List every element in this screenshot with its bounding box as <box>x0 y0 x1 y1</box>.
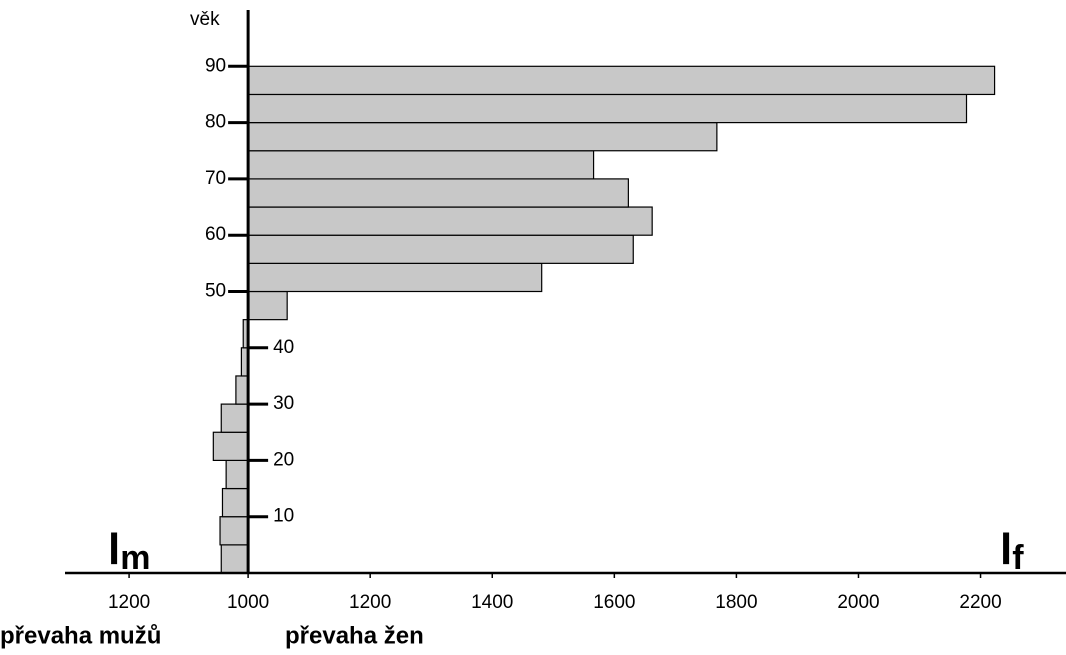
y-tick-label: 30 <box>273 393 294 414</box>
left-caption: převaha mužů <box>0 622 161 649</box>
x-tick-label: 1200 <box>108 592 150 613</box>
bar <box>247 93 968 124</box>
left-symbol: lm <box>108 525 150 577</box>
bar <box>225 459 249 490</box>
y-axis-label: věk <box>190 9 220 30</box>
y-tick-label: 80 <box>205 112 226 133</box>
left-symbol-sub: m <box>120 539 150 577</box>
y-tick-label: 60 <box>205 224 226 245</box>
bar <box>247 150 595 180</box>
x-tick-label: 1400 <box>471 592 513 613</box>
bar <box>247 290 288 321</box>
y-tick-label: 50 <box>205 281 226 302</box>
bar <box>247 65 996 96</box>
y-tick-label: 70 <box>205 168 226 189</box>
x-tick-label: 1000 <box>227 592 269 613</box>
bar <box>220 544 249 574</box>
x-tick-label: 1800 <box>715 592 757 613</box>
right-symbol-sub: f <box>1012 539 1024 577</box>
bar <box>247 178 629 208</box>
bar <box>247 262 543 293</box>
y-tick-label: 20 <box>273 449 294 470</box>
x-tick-label: 1200 <box>349 592 391 613</box>
bar <box>221 487 249 518</box>
y-tick-label: 10 <box>273 506 294 527</box>
right-symbol-main: l <box>1000 525 1012 574</box>
right-symbol: lf <box>1000 525 1024 577</box>
x-tick-label: 2000 <box>837 592 879 613</box>
bar <box>220 403 249 433</box>
x-tick-label: 1600 <box>593 592 635 613</box>
bar <box>247 234 634 264</box>
right-caption: převaha žen <box>285 622 424 649</box>
bar <box>247 121 718 152</box>
left-symbol-main: l <box>108 525 120 574</box>
y-tick-label: 40 <box>273 337 294 358</box>
x-tick-label: 2200 <box>959 592 1001 613</box>
bar <box>247 206 653 236</box>
bar <box>235 375 249 405</box>
y-tick-label: 90 <box>205 55 226 76</box>
bar <box>212 431 249 461</box>
bar <box>219 516 249 546</box>
